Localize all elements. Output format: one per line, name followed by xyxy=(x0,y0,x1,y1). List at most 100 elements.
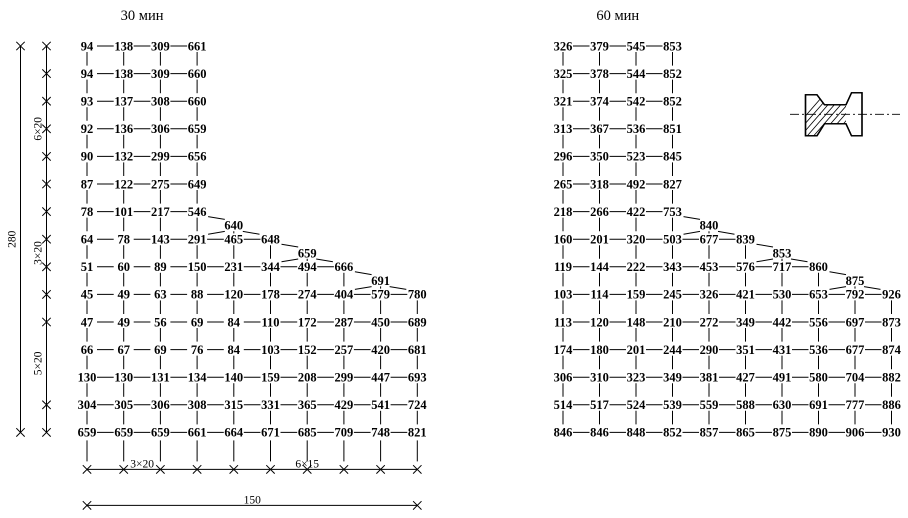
svg-text:780: 780 xyxy=(408,288,427,302)
svg-text:697: 697 xyxy=(846,315,865,329)
svg-text:349: 349 xyxy=(736,315,755,329)
svg-text:101: 101 xyxy=(114,205,133,219)
svg-text:306: 306 xyxy=(151,398,170,412)
svg-text:429: 429 xyxy=(335,398,354,412)
svg-text:875: 875 xyxy=(773,426,792,440)
svg-text:661: 661 xyxy=(188,426,207,440)
svg-text:94: 94 xyxy=(81,39,94,53)
svg-text:210: 210 xyxy=(663,315,682,329)
svg-text:852: 852 xyxy=(663,67,682,81)
svg-text:159: 159 xyxy=(627,288,646,302)
svg-text:648: 648 xyxy=(261,233,280,247)
svg-text:704: 704 xyxy=(846,371,866,385)
svg-text:308: 308 xyxy=(188,398,207,412)
svg-text:930: 930 xyxy=(882,426,901,440)
svg-text:120: 120 xyxy=(224,288,243,302)
svg-text:172: 172 xyxy=(298,315,317,329)
svg-text:431: 431 xyxy=(773,343,792,357)
svg-text:306: 306 xyxy=(554,371,573,385)
svg-text:134: 134 xyxy=(188,371,208,385)
svg-text:201: 201 xyxy=(590,233,609,247)
svg-text:874: 874 xyxy=(882,343,902,357)
svg-text:88: 88 xyxy=(191,288,204,302)
svg-text:318: 318 xyxy=(590,177,609,191)
svg-text:320: 320 xyxy=(627,233,646,247)
svg-text:541: 541 xyxy=(371,398,390,412)
svg-text:875: 875 xyxy=(846,274,865,288)
svg-text:523: 523 xyxy=(627,150,646,164)
svg-text:119: 119 xyxy=(554,260,572,274)
svg-text:103: 103 xyxy=(261,343,280,357)
svg-text:306: 306 xyxy=(151,122,170,136)
svg-text:84: 84 xyxy=(228,343,241,357)
svg-text:447: 447 xyxy=(371,371,390,385)
svg-text:349: 349 xyxy=(663,371,682,385)
svg-text:890: 890 xyxy=(809,426,828,440)
svg-text:640: 640 xyxy=(224,219,243,233)
svg-text:93: 93 xyxy=(81,95,94,109)
svg-text:201: 201 xyxy=(627,343,646,357)
svg-text:218: 218 xyxy=(554,205,573,219)
svg-text:274: 274 xyxy=(298,288,318,302)
svg-text:78: 78 xyxy=(117,233,130,247)
svg-text:120: 120 xyxy=(590,315,609,329)
svg-text:546: 546 xyxy=(188,205,207,219)
svg-text:3×20: 3×20 xyxy=(33,241,45,265)
svg-text:45: 45 xyxy=(81,288,94,302)
svg-text:131: 131 xyxy=(151,371,170,385)
svg-text:503: 503 xyxy=(663,233,682,247)
svg-text:882: 882 xyxy=(882,371,901,385)
svg-text:857: 857 xyxy=(700,426,719,440)
svg-text:272: 272 xyxy=(700,315,719,329)
svg-text:580: 580 xyxy=(809,371,828,385)
svg-text:671: 671 xyxy=(261,426,280,440)
svg-text:331: 331 xyxy=(261,398,280,412)
svg-text:840: 840 xyxy=(700,219,719,233)
svg-text:309: 309 xyxy=(151,67,170,81)
svg-text:865: 865 xyxy=(736,426,755,440)
svg-text:374: 374 xyxy=(590,95,610,109)
svg-text:69: 69 xyxy=(191,315,204,329)
svg-text:280: 280 xyxy=(7,230,19,248)
svg-text:315: 315 xyxy=(224,398,243,412)
svg-text:660: 660 xyxy=(188,67,207,81)
svg-text:110: 110 xyxy=(261,315,279,329)
svg-text:150: 150 xyxy=(188,260,207,274)
svg-text:491: 491 xyxy=(773,371,792,385)
svg-text:47: 47 xyxy=(81,315,94,329)
svg-text:860: 860 xyxy=(809,260,828,274)
svg-text:886: 886 xyxy=(882,398,901,412)
svg-text:138: 138 xyxy=(114,67,133,81)
svg-text:178: 178 xyxy=(261,288,280,302)
svg-text:588: 588 xyxy=(736,398,755,412)
svg-text:265: 265 xyxy=(554,177,573,191)
svg-text:853: 853 xyxy=(663,39,682,53)
svg-text:222: 222 xyxy=(627,260,646,274)
svg-text:244: 244 xyxy=(663,343,683,357)
svg-text:208: 208 xyxy=(298,371,317,385)
svg-text:130: 130 xyxy=(114,371,133,385)
svg-text:3×20: 3×20 xyxy=(130,458,154,470)
svg-text:350: 350 xyxy=(590,150,609,164)
svg-text:421: 421 xyxy=(736,288,755,302)
svg-text:174: 174 xyxy=(554,343,574,357)
svg-text:677: 677 xyxy=(846,343,865,357)
svg-text:92: 92 xyxy=(81,122,94,136)
svg-text:122: 122 xyxy=(114,177,133,191)
svg-text:49: 49 xyxy=(117,315,130,329)
svg-text:64: 64 xyxy=(81,233,94,247)
svg-text:137: 137 xyxy=(114,95,133,109)
svg-text:138: 138 xyxy=(114,39,133,53)
svg-text:343: 343 xyxy=(663,260,682,274)
svg-text:6×20: 6×20 xyxy=(33,117,45,141)
svg-text:846: 846 xyxy=(590,426,609,440)
svg-text:6×15: 6×15 xyxy=(295,458,319,470)
svg-text:576: 576 xyxy=(736,260,755,274)
svg-text:420: 420 xyxy=(371,343,390,357)
svg-text:404: 404 xyxy=(335,288,355,302)
svg-text:180: 180 xyxy=(590,343,609,357)
svg-text:103: 103 xyxy=(554,288,573,302)
svg-text:321: 321 xyxy=(554,95,573,109)
svg-text:821: 821 xyxy=(408,426,427,440)
svg-text:559: 559 xyxy=(700,398,719,412)
